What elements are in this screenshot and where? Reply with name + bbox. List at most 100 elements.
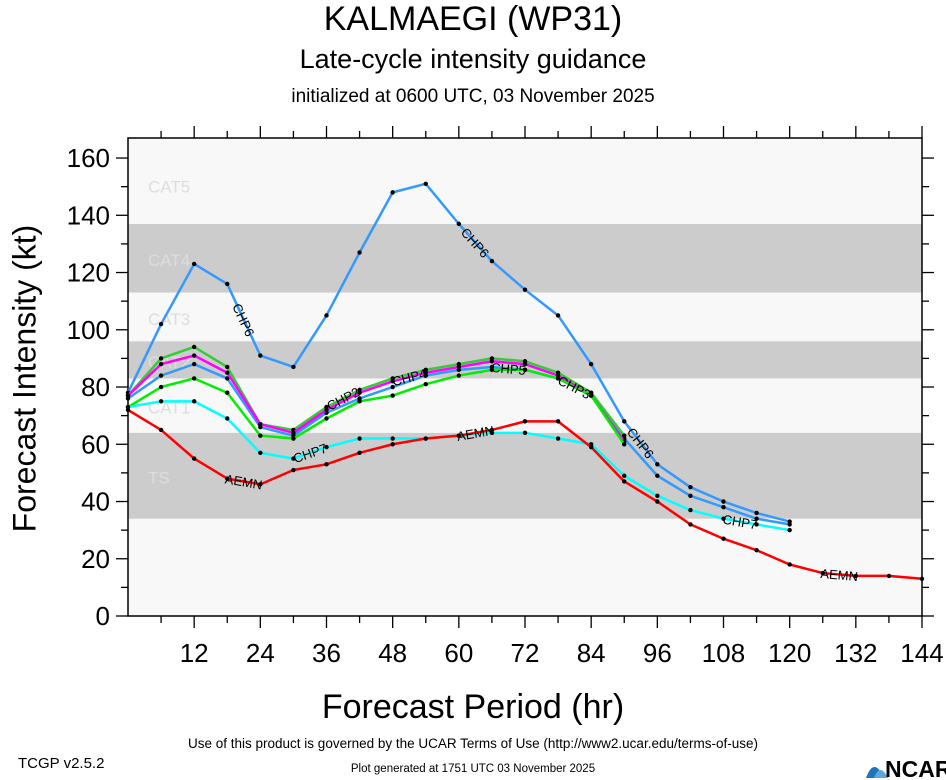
series-aemn: [125, 407, 925, 581]
series-chp6: [125, 181, 792, 524]
data-point: [721, 499, 726, 504]
data-point: [622, 479, 627, 484]
data-point: [291, 456, 296, 461]
data-point: [456, 364, 462, 370]
initialization-time: initialized at 0600 UTC, 03 November 202…: [291, 86, 655, 107]
y-tick-label: 140: [67, 200, 110, 230]
y-tick-label: 40: [81, 487, 110, 517]
chart-subtitle: Late-cycle intensity guidance: [299, 44, 647, 74]
data-point: [158, 384, 164, 390]
data-point: [291, 430, 296, 436]
data-point: [357, 390, 362, 395]
terms-of-use-notice: Use of this product is governed by the U…: [188, 736, 758, 751]
data-point: [225, 370, 230, 375]
x-tick-label: 120: [768, 638, 811, 668]
data-point: [291, 467, 296, 473]
data-point: [390, 379, 395, 384]
data-point: [522, 430, 528, 436]
data-point: [357, 250, 362, 255]
data-point: [489, 427, 495, 433]
x-tick-label: 12: [180, 638, 209, 668]
data-point: [588, 361, 594, 367]
y-tick-label: 80: [81, 372, 110, 402]
y-tick-label: 160: [67, 143, 110, 173]
data-point: [158, 373, 164, 378]
data-point: [390, 436, 395, 441]
data-point: [655, 462, 660, 467]
data-point: [555, 313, 561, 318]
data-point: [721, 505, 726, 510]
chart-title: KALMAEGI (WP31): [323, 0, 623, 38]
data-point: [158, 361, 164, 367]
data-point: [423, 436, 428, 441]
data-point: [721, 516, 726, 521]
y-axis-label: Forecast Intensity (kt): [6, 224, 43, 533]
data-point: [622, 442, 627, 447]
data-point: [258, 450, 263, 456]
data-point: [456, 373, 462, 378]
category-label-cat5: CAT5: [148, 177, 190, 196]
data-point: [191, 456, 197, 461]
category-label-cat4: CAT4: [148, 251, 190, 270]
data-point: [258, 353, 263, 358]
x-tick-label: 36: [312, 638, 341, 668]
y-tick-label: 100: [67, 315, 110, 345]
y-tick-label: 60: [81, 429, 110, 459]
data-point: [191, 399, 197, 404]
data-point: [489, 359, 495, 364]
data-point: [225, 281, 230, 287]
data-point: [191, 344, 197, 350]
x-tick-label: 24: [246, 638, 275, 668]
data-point: [158, 399, 164, 404]
data-point: [324, 462, 329, 467]
data-point: [324, 416, 329, 421]
data-point: [258, 422, 263, 427]
data-point: [489, 367, 495, 373]
data-point: [291, 436, 296, 441]
data-point: [357, 450, 362, 456]
y-tick-label: 20: [81, 544, 110, 574]
data-point: [787, 522, 792, 527]
data-point: [522, 367, 528, 373]
data-point: [522, 287, 528, 292]
data-point: [688, 522, 693, 527]
y-tick-label: 120: [67, 258, 110, 288]
x-tick-label: 96: [643, 638, 672, 668]
x-tick-label: 48: [378, 638, 407, 668]
svg-text:NCAR: NCAR: [885, 756, 946, 780]
data-point: [390, 393, 395, 398]
data-point: [886, 573, 892, 579]
data-point: [191, 353, 197, 358]
series-label: CHP7: [722, 512, 759, 533]
series-labels-aemn: AEMN AEMN AEMN: [224, 423, 859, 584]
data-point: [125, 407, 131, 413]
data-point: [158, 356, 164, 361]
category-band-cat4: [128, 223, 922, 293]
data-point: [258, 482, 263, 487]
data-point: [191, 376, 197, 381]
data-point: [688, 493, 693, 498]
x-tick-label: 60: [444, 638, 473, 668]
data-point: [721, 536, 726, 541]
data-point: [754, 516, 759, 521]
data-point: [820, 570, 825, 576]
series-chp3: [125, 367, 627, 447]
data-point: [225, 376, 230, 381]
data-point: [125, 393, 131, 398]
data-point: [622, 419, 627, 424]
data-point: [158, 321, 164, 327]
category-label-cat3: CAT3: [148, 310, 190, 329]
data-point: [522, 361, 528, 367]
category-band-cat3: [128, 292, 922, 342]
series-label: CHP5: [490, 360, 526, 378]
series-label: AEMN: [456, 423, 496, 444]
x-axis-label: Forecast Period (hr): [321, 688, 625, 726]
data-point: [390, 442, 395, 447]
data-point: [423, 370, 428, 375]
series-line: [127, 354, 626, 443]
data-point: [754, 547, 759, 553]
data-point: [655, 493, 660, 498]
data-point: [225, 416, 230, 421]
data-point: [423, 381, 428, 387]
